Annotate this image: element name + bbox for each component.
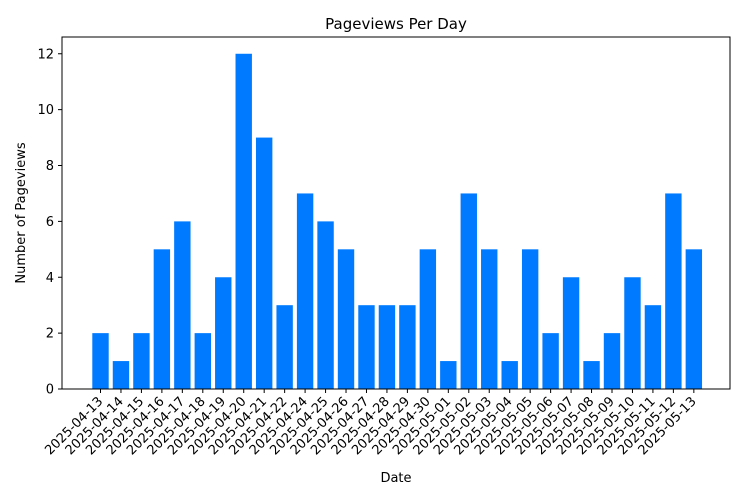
y-tick-label: 8 (46, 159, 54, 174)
bar-2025-04-25 (317, 221, 334, 389)
x-axis-label: Date (380, 471, 411, 486)
x-axis: 2025-04-132025-04-142025-04-152025-04-16… (42, 389, 700, 458)
bar-2025-04-17 (174, 221, 191, 389)
y-tick-label: 4 (46, 271, 54, 286)
bar-2025-05-02 (460, 193, 477, 389)
bar-2025-04-22 (276, 305, 293, 389)
bar-2025-04-30 (419, 249, 437, 389)
bar-2025-04-29 (399, 305, 416, 389)
bar-2025-05-07 (562, 277, 580, 389)
bar-2025-04-28 (378, 305, 396, 389)
bar-2025-04-14 (112, 361, 130, 389)
bar-2025-05-01 (440, 361, 457, 389)
bar-2025-04-24 (296, 193, 314, 389)
bar-2025-05-03 (481, 249, 498, 389)
bar-2025-05-13 (685, 249, 703, 389)
bar-2025-04-13 (92, 333, 109, 389)
y-tick-label: 6 (46, 215, 54, 230)
bar-2025-05-10 (624, 277, 641, 389)
bar-2025-05-04 (501, 361, 518, 389)
bar-2025-04-27 (358, 305, 375, 389)
bar-2025-04-15 (133, 333, 150, 389)
plot-frame (61, 36, 731, 390)
bar-2025-04-20 (235, 53, 252, 390)
bar-2025-05-06 (542, 333, 559, 389)
y-tick-label: 0 (46, 383, 54, 398)
y-tick-label: 2 (46, 327, 54, 342)
y-tick-label: 12 (37, 47, 54, 62)
bar-2025-05-12 (665, 193, 682, 389)
bar-2025-05-08 (583, 361, 600, 389)
bar-2025-05-05 (521, 249, 539, 389)
y-axis: 0 2 4 6 8 10 12 (37, 47, 62, 398)
bar-2025-04-16 (153, 249, 171, 389)
bar-2025-04-26 (337, 249, 355, 389)
bar-2025-05-11 (644, 305, 662, 389)
bar-2025-04-18 (194, 333, 211, 389)
bar-2025-05-09 (603, 333, 621, 389)
y-tick-label: 10 (37, 103, 54, 118)
y-axis-label: Number of Pageviews (14, 142, 29, 283)
bar-2025-04-21 (255, 137, 273, 389)
bar-2025-04-19 (215, 277, 232, 389)
bars-group (92, 53, 703, 390)
chart-title: Pageviews Per Day (325, 15, 467, 33)
